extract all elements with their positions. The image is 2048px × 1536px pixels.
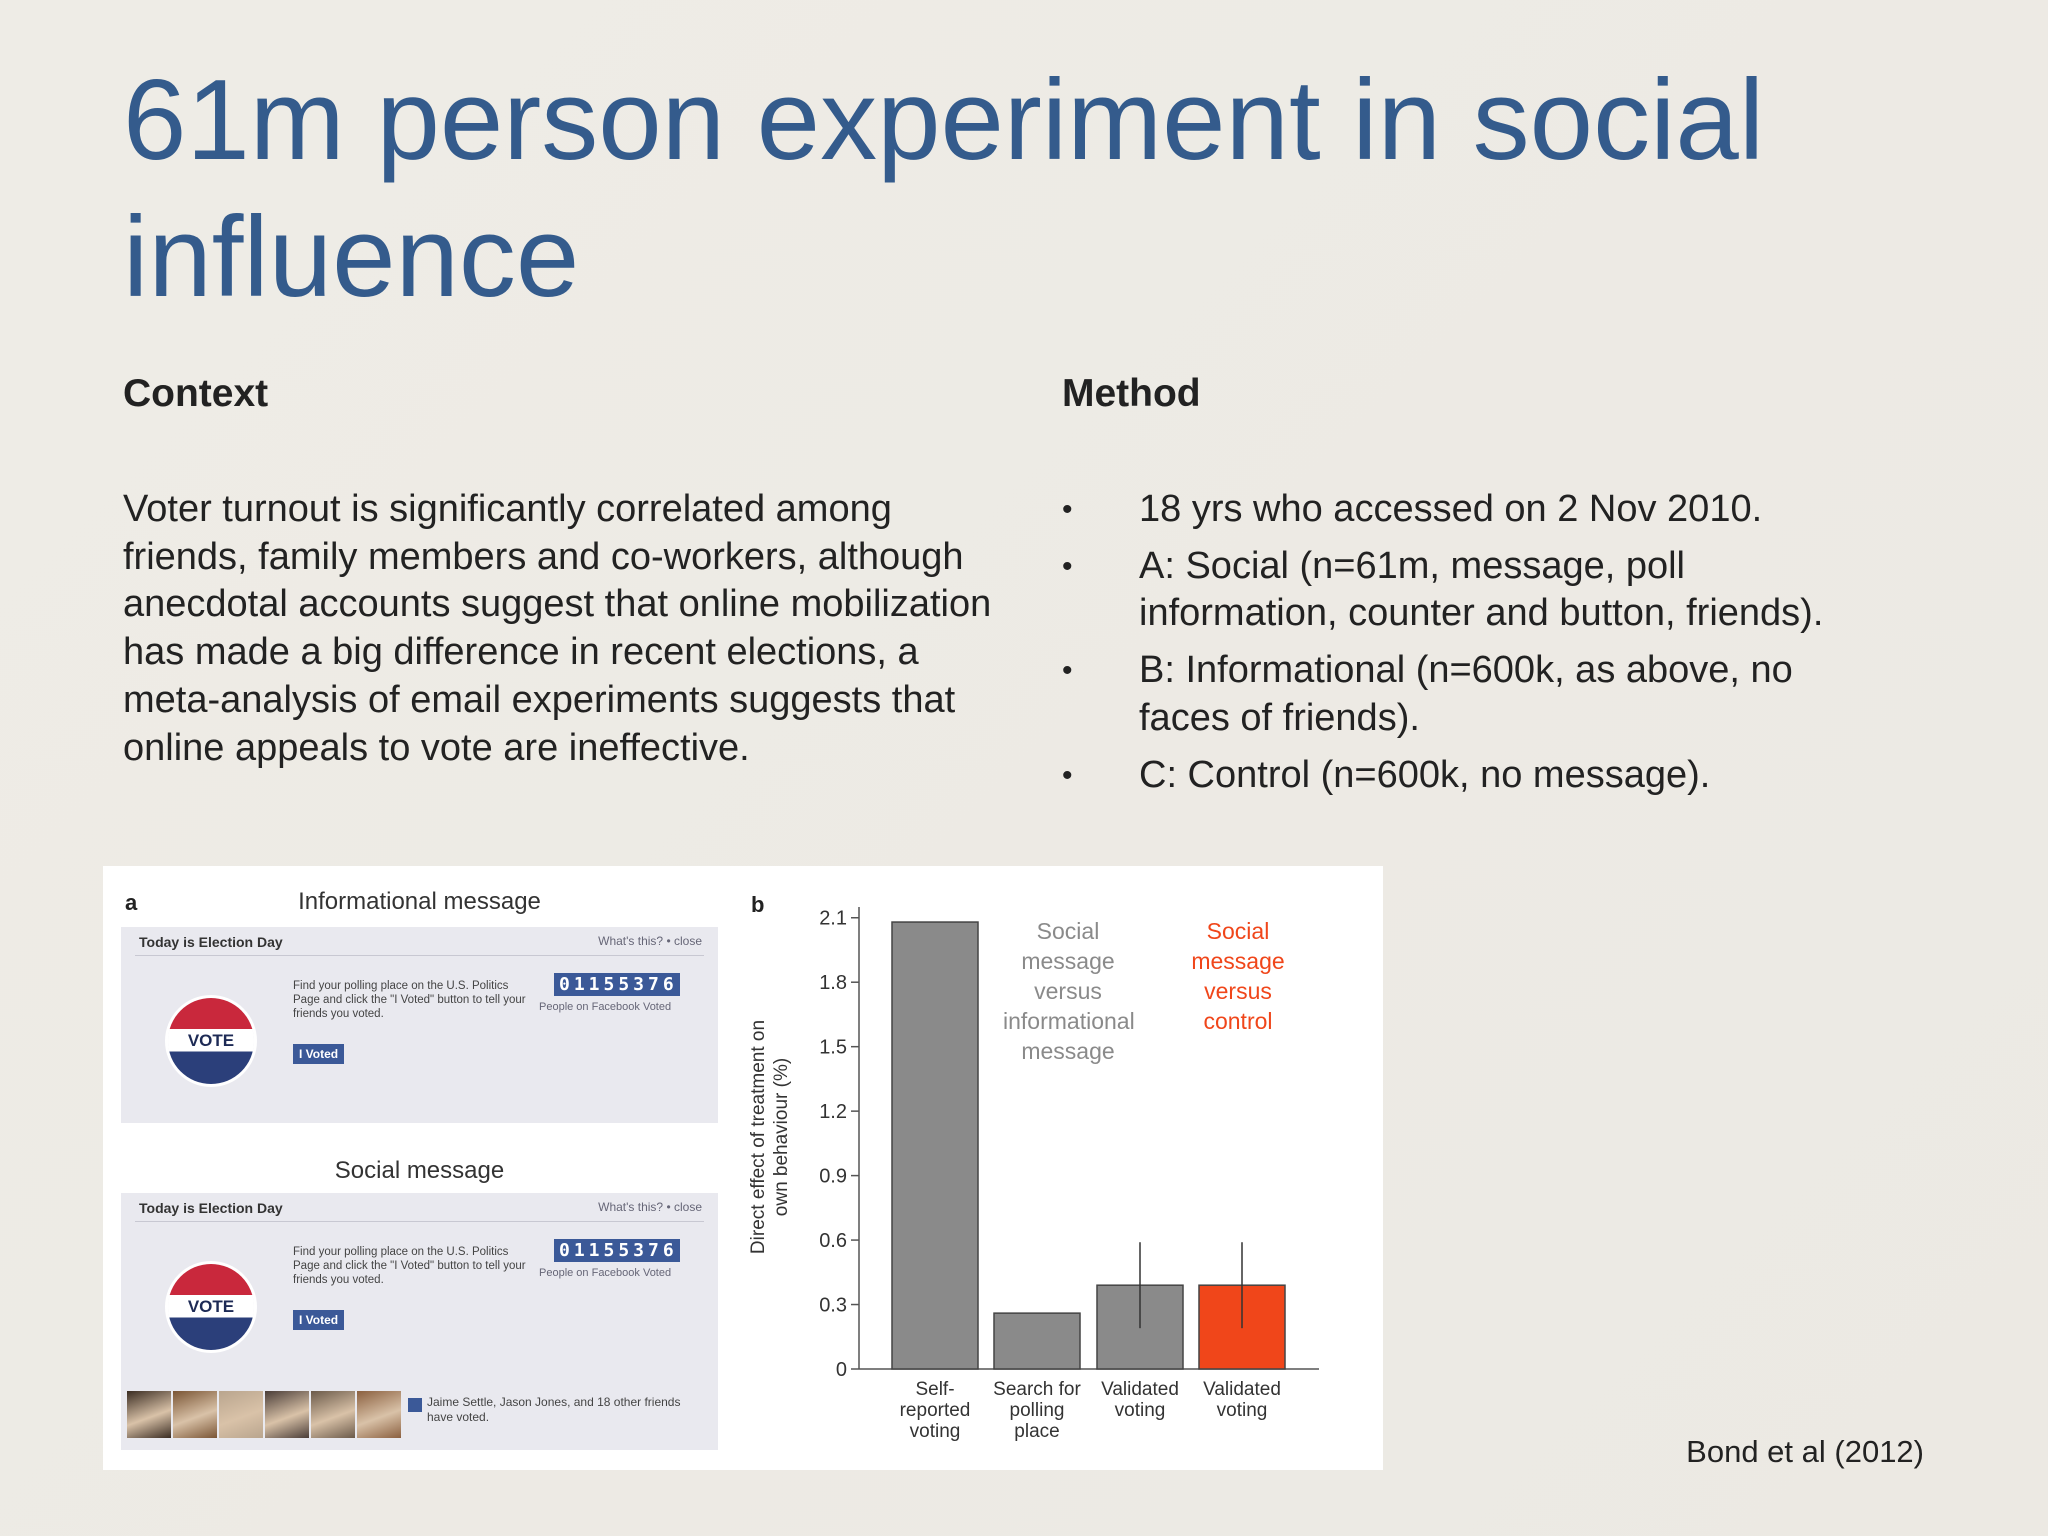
method-bullet: B: Informational (n=600k, as above, no f… [1062, 647, 1862, 742]
card-links: What's this? • close [598, 934, 702, 948]
method-heading: Method [1062, 372, 1201, 415]
friend-photo [219, 1391, 263, 1438]
bar [993, 1312, 1081, 1370]
y-tick-label: 0.9 [819, 1166, 847, 1188]
friends-text: Jaime Settle, Jason Jones, and 18 other … [427, 1395, 681, 1424]
method-list: 18 yrs who accessed on 2 Nov 2010. A: Soc… [1062, 486, 1862, 808]
vote-button: I Voted [293, 1310, 345, 1330]
chart: b 0 0.3 0.6 0.9 1.2 1.5 1.8 2.1 [751, 892, 1319, 1381]
friend-photo [265, 1391, 309, 1438]
friend-photo [311, 1391, 355, 1438]
method-bullet: A: Social (n=61m, message, poll informat… [1062, 543, 1862, 638]
panel-label: b [751, 892, 764, 917]
friend-photo [357, 1391, 401, 1438]
y-tick-label: 0.6 [819, 1230, 847, 1252]
voter-counter: 01155376 [554, 973, 680, 996]
friend-photo [127, 1391, 171, 1438]
y-axis-label: Direct effect of treatment on own behavi… [748, 1019, 792, 1255]
counter-caption: People on Facebook Voted [539, 1001, 672, 1013]
x-tick-label: Validated voting [1101, 1379, 1179, 1421]
context-heading: Context [123, 372, 269, 415]
friend-photo [173, 1391, 217, 1438]
facebook-card: Today is Election Day What's this? • clos… [121, 927, 718, 1123]
slide-title: 61m person experiment in social influenc… [123, 57, 1765, 321]
method-bullet: 18 yrs who accessed on 2 Nov 2010. [1062, 486, 1862, 534]
panel-label: a [125, 890, 138, 915]
divider [135, 955, 704, 956]
voter-counter: 01155376 [554, 1239, 680, 1262]
method-bullet: C: Control (n=600k, no message). [1062, 752, 1862, 800]
bar [891, 921, 979, 1370]
figure: b 0 0.3 0.6 0.9 1.2 1.5 1.8 2.1 a Informational m… [103, 866, 1383, 1470]
facebook-card: Today is Election Day What's this? • clos… [121, 1193, 718, 1450]
card-title: Social message [334, 1157, 505, 1184]
y-tick-label: 1.8 [819, 972, 847, 994]
y-tick-label: 1.2 [819, 1101, 847, 1123]
instructions: Find your polling place on the U.S. Poli… [293, 1246, 526, 1286]
y-tick-label: 0 [836, 1359, 847, 1381]
card-header: Today is Election Day [139, 934, 283, 950]
citation: Bond et al (2012) [1686, 1434, 1924, 1469]
annotation: Social message versus informational mess… [1003, 918, 1135, 1064]
badge-text: VOTE [187, 1297, 235, 1316]
instructions: Find your polling place on the U.S. Poli… [293, 980, 526, 1020]
counter-caption: People on Facebook Voted [539, 1267, 672, 1279]
divider [135, 1221, 704, 1222]
context-text: Voter turnout is significantly correlate… [123, 488, 992, 769]
facebook-icon [408, 1398, 422, 1412]
vote-badge: VOTE [168, 1264, 254, 1350]
x-tick-label: Validated voting [1203, 1379, 1281, 1421]
x-tick-label: Self-reported voting [899, 1379, 971, 1442]
y-tick-label: 2.1 [819, 908, 847, 930]
card-links: What's this? • close [598, 1200, 702, 1214]
y-tick-label: 0.3 [819, 1295, 847, 1317]
vote-button: I Voted [293, 1044, 345, 1064]
x-tick-label: Search for polling place [993, 1379, 1081, 1442]
vote-badge: VOTE [168, 998, 254, 1084]
card-header: Today is Election Day [139, 1200, 283, 1216]
card-title: Informational message [298, 888, 541, 915]
annotation: Social message versus control [1191, 918, 1285, 1034]
badge-text: VOTE [187, 1031, 235, 1050]
y-tick-label: 1.5 [819, 1037, 847, 1059]
